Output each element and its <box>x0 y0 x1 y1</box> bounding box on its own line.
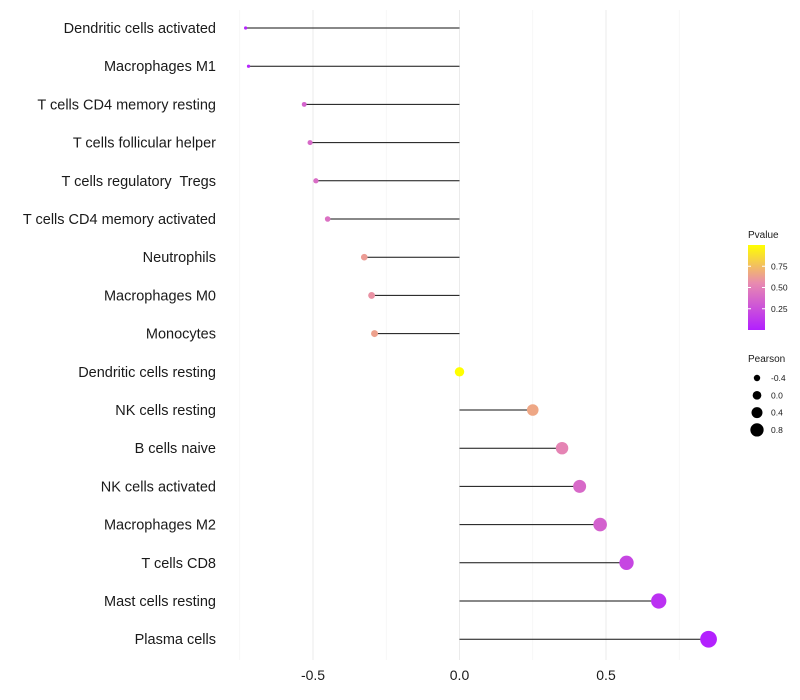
lollipop-dot <box>371 330 379 338</box>
category-label: Plasma cells <box>135 632 216 648</box>
category-label: Dendritic cells resting <box>78 365 216 381</box>
x-tick-label: 0.0 <box>450 667 470 683</box>
lollipop-dot <box>526 404 539 416</box>
category-label: Dendritic cells activated <box>64 21 216 37</box>
lollipop-dot <box>313 178 319 184</box>
lollipop-dot <box>454 367 465 377</box>
x-tick-label: 0.5 <box>596 667 616 683</box>
category-label: T cells CD4 memory resting <box>37 97 216 113</box>
lollipop-stems <box>245 27 709 640</box>
lollipop-dot <box>368 291 376 299</box>
size-legend-dot <box>752 390 762 400</box>
colorbar-tick-label: 0.25 <box>771 304 788 314</box>
lollipop-dot <box>555 441 569 455</box>
category-label: Neutrophils <box>143 250 216 266</box>
lollipop-dot <box>651 593 667 609</box>
pvalue-colorbar <box>748 245 765 330</box>
pearson-legend: Pearson -0.4 0.0 0.4 0.8 <box>748 354 786 437</box>
size-legend-label: 0.0 <box>771 390 783 400</box>
lollipop-dot <box>700 630 717 648</box>
size-legend-dot <box>751 407 763 419</box>
size-legend-dot <box>750 423 764 437</box>
category-axis-labels: Dendritic cells activated Macrophages M1 T… <box>23 21 216 648</box>
category-label: Mast cells resting <box>104 594 216 610</box>
colorbar-tick-label: 0.75 <box>771 261 788 271</box>
category-label: T cells follicular helper <box>73 136 216 152</box>
category-label: NK cells activated <box>101 479 216 495</box>
size-legend-label: -0.4 <box>771 373 786 383</box>
pearson-legend-title: Pearson <box>748 354 785 365</box>
colorbar-tick-label: 0.50 <box>771 283 788 293</box>
lollipop-dot <box>301 101 307 107</box>
size-legend-dot <box>753 374 761 382</box>
pvalue-legend-title: Pvalue <box>748 230 779 241</box>
category-label: Macrophages M1 <box>104 59 216 75</box>
category-label: T cells regulatory Tregs <box>62 174 216 190</box>
category-label: Macrophages M2 <box>104 518 216 534</box>
lollipop-dots <box>244 26 717 648</box>
lollipop-dot <box>593 517 607 532</box>
category-label: T cells CD8 <box>141 556 216 572</box>
lollipop-dot <box>360 253 368 261</box>
category-label: NK cells resting <box>115 403 216 419</box>
category-label: B cells naive <box>135 441 216 457</box>
category-label: Macrophages M0 <box>104 288 216 304</box>
category-label: Monocytes <box>146 327 216 343</box>
lollipop-dot <box>307 140 313 146</box>
x-axis-ticks: -0.5 0.0 0.5 <box>301 667 616 683</box>
x-tick-label: -0.5 <box>301 667 325 683</box>
lollipop-dot <box>619 555 634 570</box>
lollipop-dot <box>573 479 587 493</box>
category-label: T cells CD4 memory activated <box>23 212 216 228</box>
size-legend-label: 0.8 <box>771 425 783 435</box>
grid-lines <box>239 10 680 660</box>
pvalue-legend: Pvalue 0.25 0.50 0.75 <box>748 230 788 330</box>
lollipop-dot <box>244 26 248 30</box>
size-legend-label: 0.4 <box>771 408 783 418</box>
lollipop-dot <box>246 64 251 68</box>
plot-area <box>239 10 717 660</box>
lollipop-dot <box>324 216 331 222</box>
